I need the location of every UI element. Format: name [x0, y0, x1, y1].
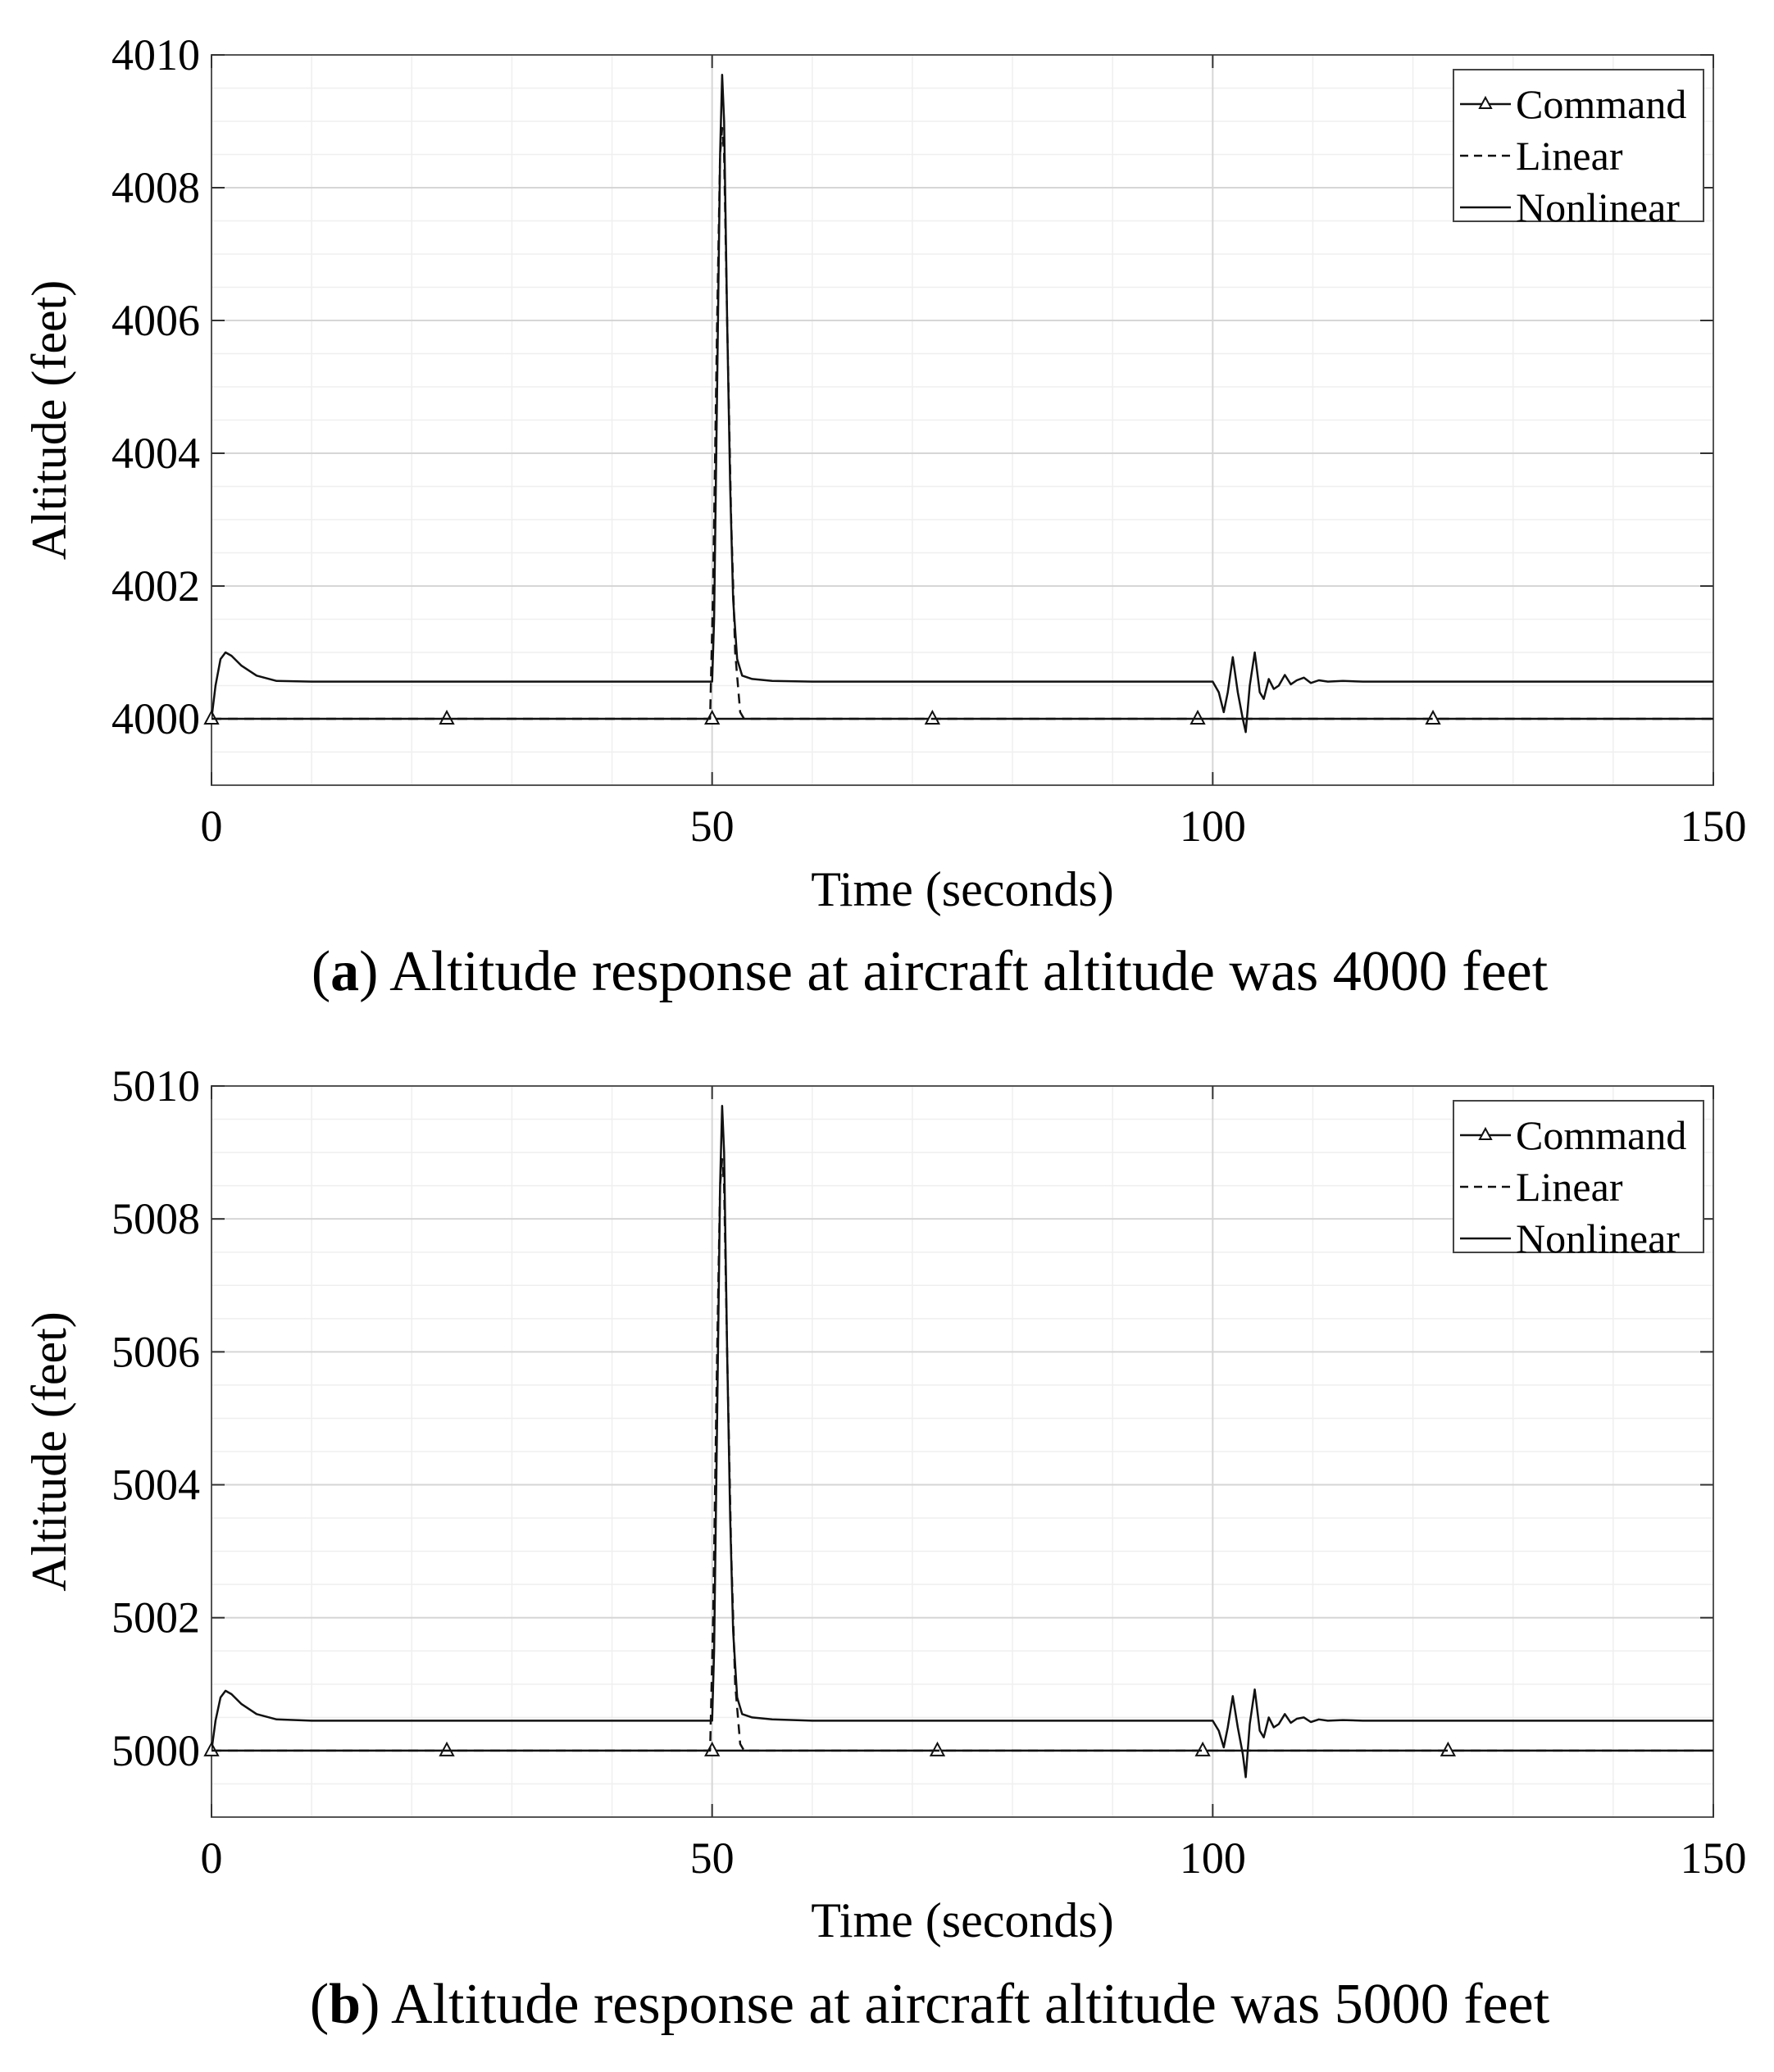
- caption-open-paren: (: [310, 1973, 329, 2036]
- x-tick-label: 50: [690, 802, 735, 851]
- y-tick-label: 5006: [111, 1327, 200, 1376]
- y-axis-label: Altitude (feet): [22, 280, 76, 561]
- y-tick-label: 5008: [111, 1194, 200, 1243]
- legend-marker-command: [1478, 95, 1493, 109]
- y-tick-label: 4002: [111, 561, 200, 611]
- y-tick-label: 4008: [111, 163, 200, 212]
- command-marker: [704, 709, 721, 725]
- series-line-nonlinear: [212, 1105, 1713, 1779]
- x-tick-label: 150: [1681, 802, 1747, 851]
- command-marker: [439, 709, 455, 725]
- command-marker: [1440, 1741, 1457, 1756]
- x-tick-label: 100: [1180, 802, 1246, 851]
- y-axis-label: Altitude (feet): [22, 1311, 76, 1592]
- y-tick-label: 4006: [111, 296, 200, 345]
- series-line-nonlinear: [212, 74, 1713, 734]
- command-marker: [439, 1741, 455, 1756]
- x-tick-label: 100: [1180, 1833, 1246, 1883]
- command-marker: [924, 709, 941, 725]
- y-tick-label: 5010: [111, 1061, 200, 1111]
- panel-a: 0 50 100 150 4000 4002 4004 4006 4008 4010 Time (s…: [22, 30, 1747, 1003]
- panel-b: 0 50 100 150 5000 5002 5004 5006 5008 5010 Time (s…: [22, 1061, 1747, 2036]
- y-tick-label: 4010: [111, 30, 200, 80]
- x-axis-label: Time (seconds): [811, 862, 1113, 916]
- caption-letter: b: [329, 1973, 361, 2036]
- x-axis-label: Time (seconds): [811, 1893, 1113, 1947]
- caption-close-paren: ): [359, 940, 389, 1003]
- legend-label-nonlinear: Nonlinear: [1516, 1215, 1680, 1261]
- y-tick-label: 5004: [111, 1461, 200, 1510]
- caption-letter: a: [330, 940, 359, 1003]
- legend-box: [1453, 69, 1704, 222]
- legend-label-command: Command: [1516, 1112, 1686, 1158]
- caption-close-paren: ): [361, 1973, 391, 2036]
- x-tick-label: 50: [690, 1833, 735, 1883]
- x-tick-label: 0: [201, 1833, 223, 1883]
- legend-marker-command: [1478, 1126, 1493, 1140]
- y-tick-label: 5002: [111, 1593, 200, 1643]
- command-marker: [1189, 709, 1206, 725]
- command-marker: [1425, 709, 1441, 725]
- command-marker: [1194, 1741, 1211, 1756]
- command-marker: [929, 1741, 946, 1756]
- legend-label-linear: Linear: [1516, 133, 1623, 179]
- caption-open-paren: (: [312, 940, 330, 1003]
- command-marker: [704, 1741, 721, 1756]
- legend-box: [1453, 1100, 1704, 1253]
- x-tick-label: 150: [1681, 1833, 1747, 1883]
- legend-label-nonlinear: Nonlinear: [1516, 184, 1680, 230]
- legend-label-command: Command: [1516, 81, 1686, 127]
- legend: Command Linear Nonlinear: [1453, 69, 1704, 230]
- caption-text: Altitude response at aircraft altitude w…: [389, 940, 1549, 1003]
- legend: Command Linear Nonlinear: [1453, 1100, 1704, 1261]
- y-tick-label: 4000: [111, 694, 200, 743]
- x-tick-label: 0: [201, 802, 223, 851]
- y-tick-label: 5000: [111, 1726, 200, 1775]
- caption: (a) Altitude response at aircraft altitu…: [312, 940, 1549, 1003]
- caption-text: Altitude response at aircraft altitude w…: [391, 1973, 1550, 2036]
- caption: (b) Altitude response at aircraft altitu…: [310, 1973, 1550, 2036]
- legend-label-linear: Linear: [1516, 1164, 1623, 1210]
- plot-frame: [211, 1085, 1714, 1818]
- y-tick-label: 4004: [111, 429, 200, 478]
- plot-frame: [211, 54, 1714, 786]
